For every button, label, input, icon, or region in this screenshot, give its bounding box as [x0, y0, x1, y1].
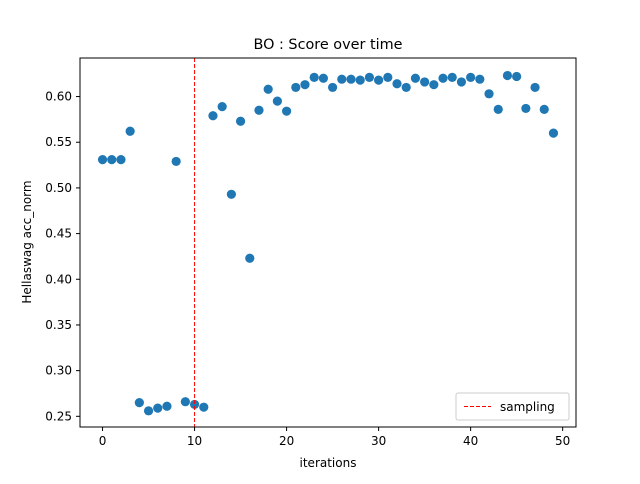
- data-point: [346, 74, 356, 84]
- data-point: [493, 104, 503, 114]
- data-point: [116, 154, 126, 165]
- legend-box: [455, 392, 570, 421]
- data-point: [456, 77, 467, 87]
- y-tick-label: 0.55: [45, 135, 72, 149]
- data-point: [318, 73, 328, 83]
- x-axis-label: iterations: [300, 456, 357, 470]
- data-point: [429, 80, 439, 90]
- data-point: [263, 84, 273, 94]
- data-point: [328, 82, 338, 93]
- x-tick-label: 10: [187, 434, 202, 448]
- y-tick-label: 0.25: [45, 409, 72, 423]
- y-tick-label: 0.40: [45, 272, 72, 286]
- data-point: [208, 111, 218, 121]
- x-tick-label: 50: [555, 434, 570, 448]
- chart-title: BO : Score over time: [253, 37, 402, 53]
- data-point: [309, 72, 319, 82]
- y-tick-label: 0.35: [45, 318, 72, 332]
- y-tick-label: 0.30: [45, 364, 72, 378]
- data-point: [410, 73, 421, 83]
- data-point: [337, 74, 347, 84]
- data-point: [484, 89, 494, 99]
- data-point: [401, 82, 411, 93]
- data-point: [530, 82, 540, 93]
- data-point: [199, 402, 209, 412]
- data-point: [143, 406, 154, 416]
- legend-label: sampling: [500, 400, 555, 414]
- data-point: [438, 73, 448, 83]
- data-point: [364, 72, 375, 82]
- plot-area: [97, 58, 559, 427]
- x-tick-label: 30: [371, 434, 386, 448]
- data-point: [291, 82, 301, 93]
- data-point: [502, 70, 513, 81]
- data-point: [539, 104, 549, 114]
- data-point: [512, 71, 522, 82]
- data-point: [245, 253, 255, 263]
- data-point: [392, 79, 402, 89]
- data-point: [180, 397, 190, 407]
- data-point: [162, 401, 172, 411]
- data-point: [383, 72, 393, 82]
- x-tick-label: 20: [279, 434, 294, 448]
- y-axis-label: Hellaswag acc_norm: [20, 180, 34, 303]
- x-tick-label: 0: [99, 434, 107, 448]
- data-point: [355, 75, 365, 85]
- data-point: [521, 103, 531, 114]
- data-point: [420, 77, 430, 87]
- data-point: [374, 75, 384, 85]
- legend: sampling: [455, 392, 570, 421]
- data-point: [226, 189, 236, 199]
- plot-frame: [79, 57, 577, 428]
- data-point: [189, 399, 200, 410]
- data-point: [217, 102, 227, 112]
- data-point: [235, 116, 246, 126]
- y-tick-label: 0.45: [45, 227, 72, 241]
- data-point: [107, 154, 117, 165]
- data-point: [475, 74, 485, 84]
- data-point: [300, 80, 310, 90]
- data-point: [125, 126, 135, 136]
- data-point: [281, 106, 292, 116]
- data-point: [466, 72, 476, 82]
- axes: 0 10 20 30 40 50 0.25 0.30 0.35 0.40 0.45 0.50 0.55 0…: [45, 57, 577, 448]
- data-point: [447, 72, 457, 82]
- data-point: [548, 128, 559, 138]
- y-tick-label: 0.50: [45, 181, 72, 195]
- data-point: [171, 156, 181, 167]
- y-tick-label: 0.60: [45, 90, 72, 104]
- x-tick-label: 40: [463, 434, 478, 448]
- data-point: [97, 154, 108, 165]
- data-point: [254, 105, 264, 115]
- data-point: [272, 96, 282, 106]
- data-point: [153, 403, 163, 413]
- data-point: [134, 398, 144, 408]
